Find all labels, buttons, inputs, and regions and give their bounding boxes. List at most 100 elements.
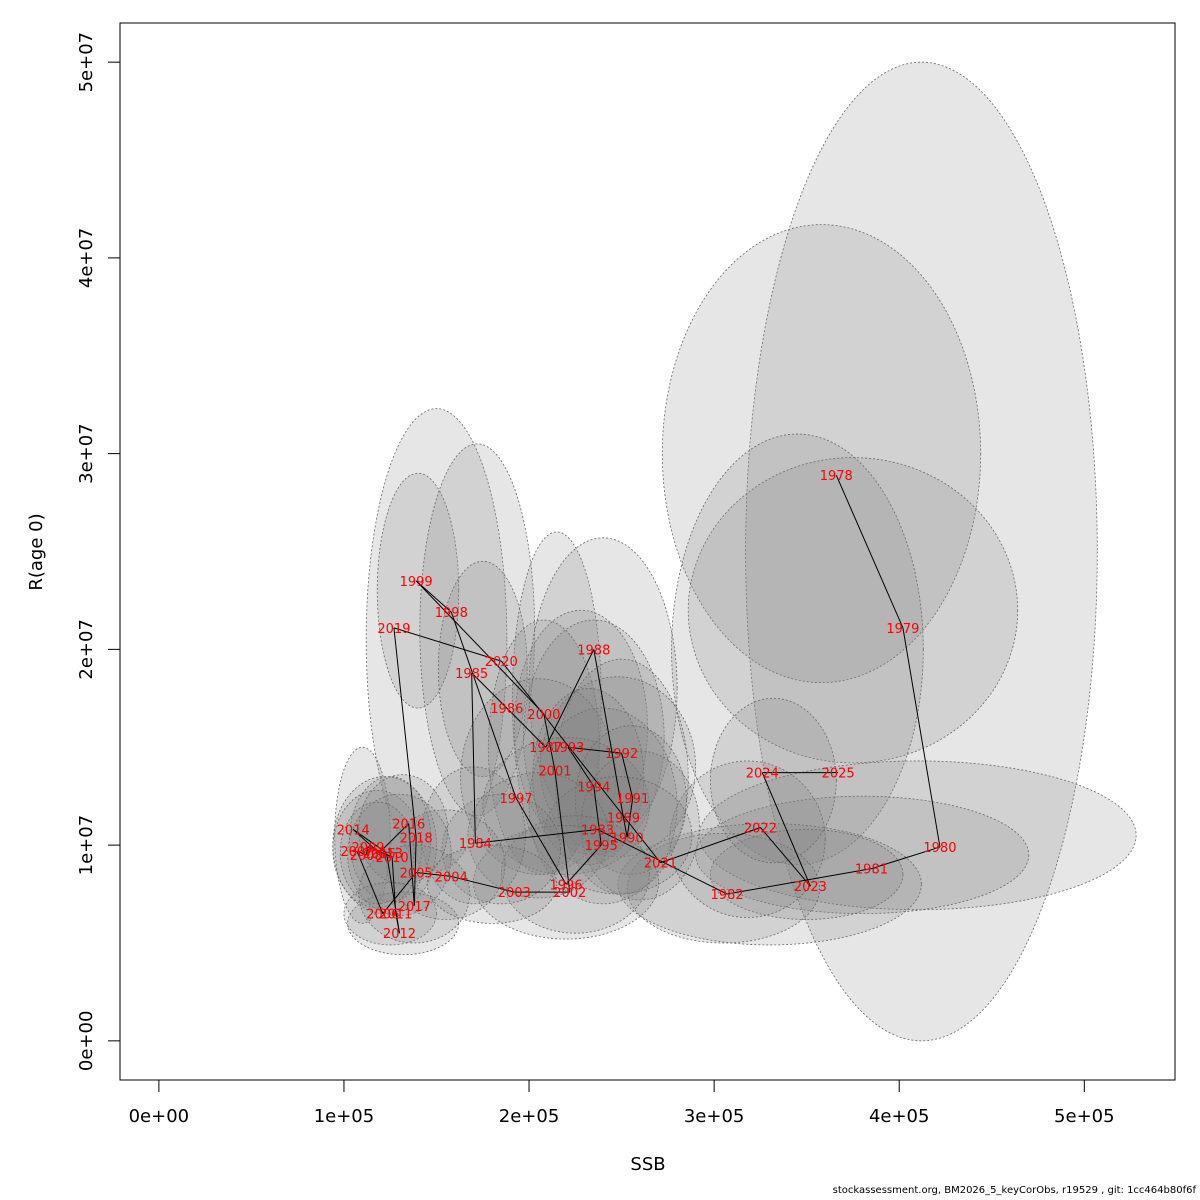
year-label: 1998 [435,606,468,621]
year-label: 2020 [485,655,518,670]
x-tick-label: 4e+05 [869,1106,930,1127]
confidence-ellipse [365,408,508,871]
trajectory-segment [515,797,567,885]
year-label: 2008 [350,849,383,864]
x-tick-label: 0e+00 [129,1106,190,1127]
year-label: 2001 [538,765,571,780]
year-label: 1992 [605,747,638,762]
year-label: 2019 [377,622,410,637]
confidence-ellipse [687,457,1019,764]
trajectory-segment [356,850,384,914]
year-label: 1994 [577,780,610,795]
year-label: 1980 [923,841,956,856]
y-tick-label: 1e+07 [76,815,97,876]
confidence-ellipse [376,472,460,709]
year-label: 2006 [366,908,399,923]
year-label: 1979 [886,622,919,637]
year-label: 1999 [400,575,433,590]
x-tick-label: 1e+05 [314,1106,375,1127]
confidence-ellipse [523,619,665,856]
year-label: 2021 [644,857,677,872]
year-label: 2011 [379,908,412,923]
trajectory-segment [500,660,661,864]
year-label: 1978 [820,469,853,484]
year-label: 2000 [527,708,560,723]
confidence-ellipse [511,531,602,866]
trajectory-segment [475,828,598,844]
trajectory-segment [626,798,634,838]
confidence-ellipse [528,707,678,905]
x-tick-label: 5e+05 [1054,1106,1115,1127]
confidence-ellipse [669,760,826,918]
year-label: 2024 [746,767,779,782]
y-axis-label: R(age 0) [26,513,47,590]
confidence-ellipse [745,61,1098,1042]
trajectory-segment [450,612,517,799]
x-axis: 0e+00 1e+05 2e+05 3e+05 4e+05 5e+05 [129,1079,1115,1127]
year-label: 2016 [392,818,425,833]
confidence-ellipse [482,737,650,875]
trajectory-segment [413,837,417,906]
trajectory-segment [365,846,369,856]
trajectory-segment [408,823,415,906]
trajectory-segment [660,827,761,864]
trajectory-segment [352,829,387,854]
confidence-ellipse [332,789,423,909]
year-label: 2018 [400,831,433,846]
year-label: 2003 [498,886,531,901]
trajectory-segment [352,829,380,854]
year-label: 2023 [794,880,827,895]
year-label: 1988 [577,643,610,658]
year-label: 1997 [500,792,533,807]
year-label: 1986 [490,702,523,717]
trajectory-segment [593,786,602,846]
trajectory-segment [386,852,400,934]
year-label: 1990 [611,831,644,846]
trajectory-segment [393,627,502,662]
confidence-ellipse [441,793,561,905]
trajectory-segment [378,823,410,854]
trajectory-segment [451,875,515,893]
trajectory-segment [415,580,545,715]
x-tick-label: 2e+05 [499,1106,560,1127]
year-label: 2005 [400,867,433,882]
confidence-ellipse [419,443,535,817]
year-label: 1981 [855,863,888,878]
confidence-ellipse [671,433,924,866]
confidence-ellipse [698,760,1137,911]
year-label: 1984 [459,837,492,852]
trajectory-segment [621,752,634,799]
confidence-ellipse [710,697,837,864]
trajectory-segment [416,872,452,877]
trajectory-segment [471,672,476,844]
year-label: 2014 [337,823,370,838]
trajectory-segment [760,827,811,887]
year-label: 2009 [351,841,384,856]
year-label: 1995 [585,839,618,854]
x-tick-label: 3e+05 [684,1106,745,1127]
confidence-ellipse [626,832,821,944]
trajectory-segment [761,772,811,887]
confidence-ellipse [661,224,982,684]
trajectory-segment [393,627,417,838]
trajectory-segment [565,844,602,885]
y-tick-label: 0e+00 [76,1011,97,1072]
year-label: 2013 [370,847,403,862]
confidence-ellipse [695,795,1030,915]
year-label: 1996 [550,878,583,893]
x-axis-label: SSB [630,1154,665,1175]
confidence-ellipse [710,829,904,920]
confidence-ellipse [347,793,452,916]
confidence-ellipse [580,750,700,901]
year-label: 2010 [376,851,409,866]
year-labels: 1978 1979 1980 1981 1982 1983 1984 1985 1986 1987… [337,469,957,942]
trajectory-segment [727,868,872,895]
confidence-ellipse [617,823,922,946]
y-tick-label: 5e+07 [76,32,97,93]
year-label: 2017 [398,900,431,915]
trajectory-segment [902,627,941,848]
year-label: 1983 [581,823,614,838]
confidence-ellipse [528,537,678,840]
trajectory-segment [622,817,628,838]
